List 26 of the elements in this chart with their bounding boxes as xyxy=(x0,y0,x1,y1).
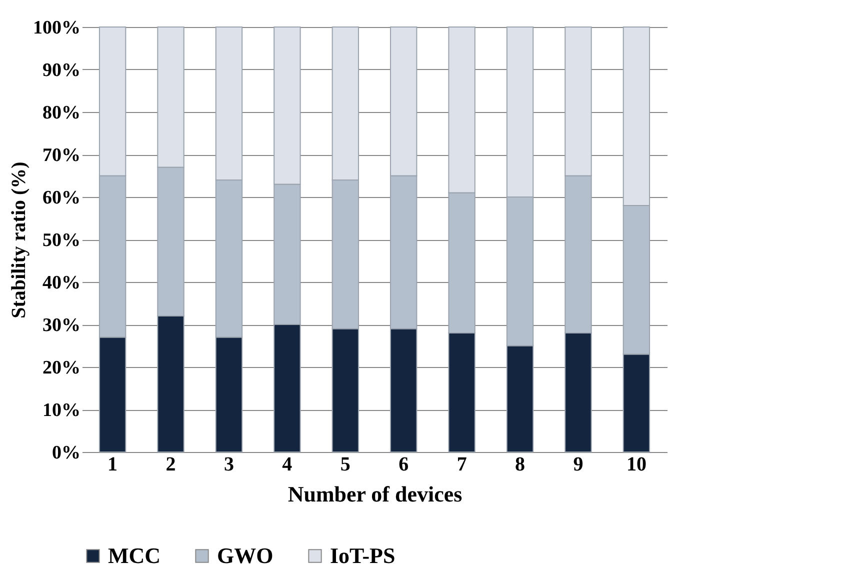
x-tick-label: 3 xyxy=(224,454,234,476)
x-tick-label: 9 xyxy=(573,454,584,476)
x-axis-title: Number of devices xyxy=(288,482,463,506)
y-tick-label: 80% xyxy=(42,102,80,124)
y-tick-label: 0% xyxy=(52,442,80,464)
y-tick-label: 40% xyxy=(42,272,80,294)
x-tick-label: 7 xyxy=(456,454,467,476)
x-tick-label: 8 xyxy=(515,454,526,476)
x-tick-label: 4 xyxy=(282,454,292,476)
x-tick-label: 5 xyxy=(340,454,350,476)
y-tick-label: 30% xyxy=(42,315,80,336)
x-tick-label: 6 xyxy=(398,454,409,476)
y-tick-label: 60% xyxy=(42,188,80,208)
y-tick-label: 90% xyxy=(42,60,80,81)
y-tick-label: 100% xyxy=(33,18,80,38)
y-tick-label: 10% xyxy=(42,400,80,421)
y-tick-label: 70% xyxy=(42,145,80,166)
x-tick-label: 1 xyxy=(108,454,118,476)
y-tick-label: 50% xyxy=(42,230,80,251)
legend-label: GWO xyxy=(217,543,274,568)
y-tick-label: 20% xyxy=(42,358,80,378)
x-tick-label: 2 xyxy=(166,454,176,476)
x-tick-label: 10 xyxy=(626,454,646,476)
legend-label: MCC xyxy=(108,543,161,568)
y-axis-title: Stability ratio (%) xyxy=(8,162,30,318)
legend-label: IoT-PS xyxy=(330,543,396,568)
